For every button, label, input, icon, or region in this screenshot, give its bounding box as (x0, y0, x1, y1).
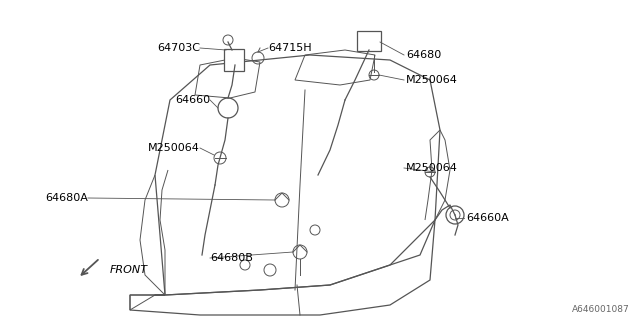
Text: 64680: 64680 (406, 50, 441, 60)
Text: 64660A: 64660A (466, 213, 509, 223)
Text: M250064: M250064 (406, 75, 458, 85)
FancyBboxPatch shape (357, 31, 381, 51)
Text: 64680A: 64680A (45, 193, 88, 203)
Text: 64680B: 64680B (210, 253, 253, 263)
Text: M250064: M250064 (148, 143, 200, 153)
Text: A646001087: A646001087 (572, 305, 630, 314)
Text: M250064: M250064 (406, 163, 458, 173)
Text: 64660: 64660 (175, 95, 210, 105)
Text: FRONT: FRONT (110, 265, 148, 275)
FancyBboxPatch shape (224, 49, 244, 71)
Text: 64715H: 64715H (268, 43, 312, 53)
Text: 64703C: 64703C (157, 43, 200, 53)
